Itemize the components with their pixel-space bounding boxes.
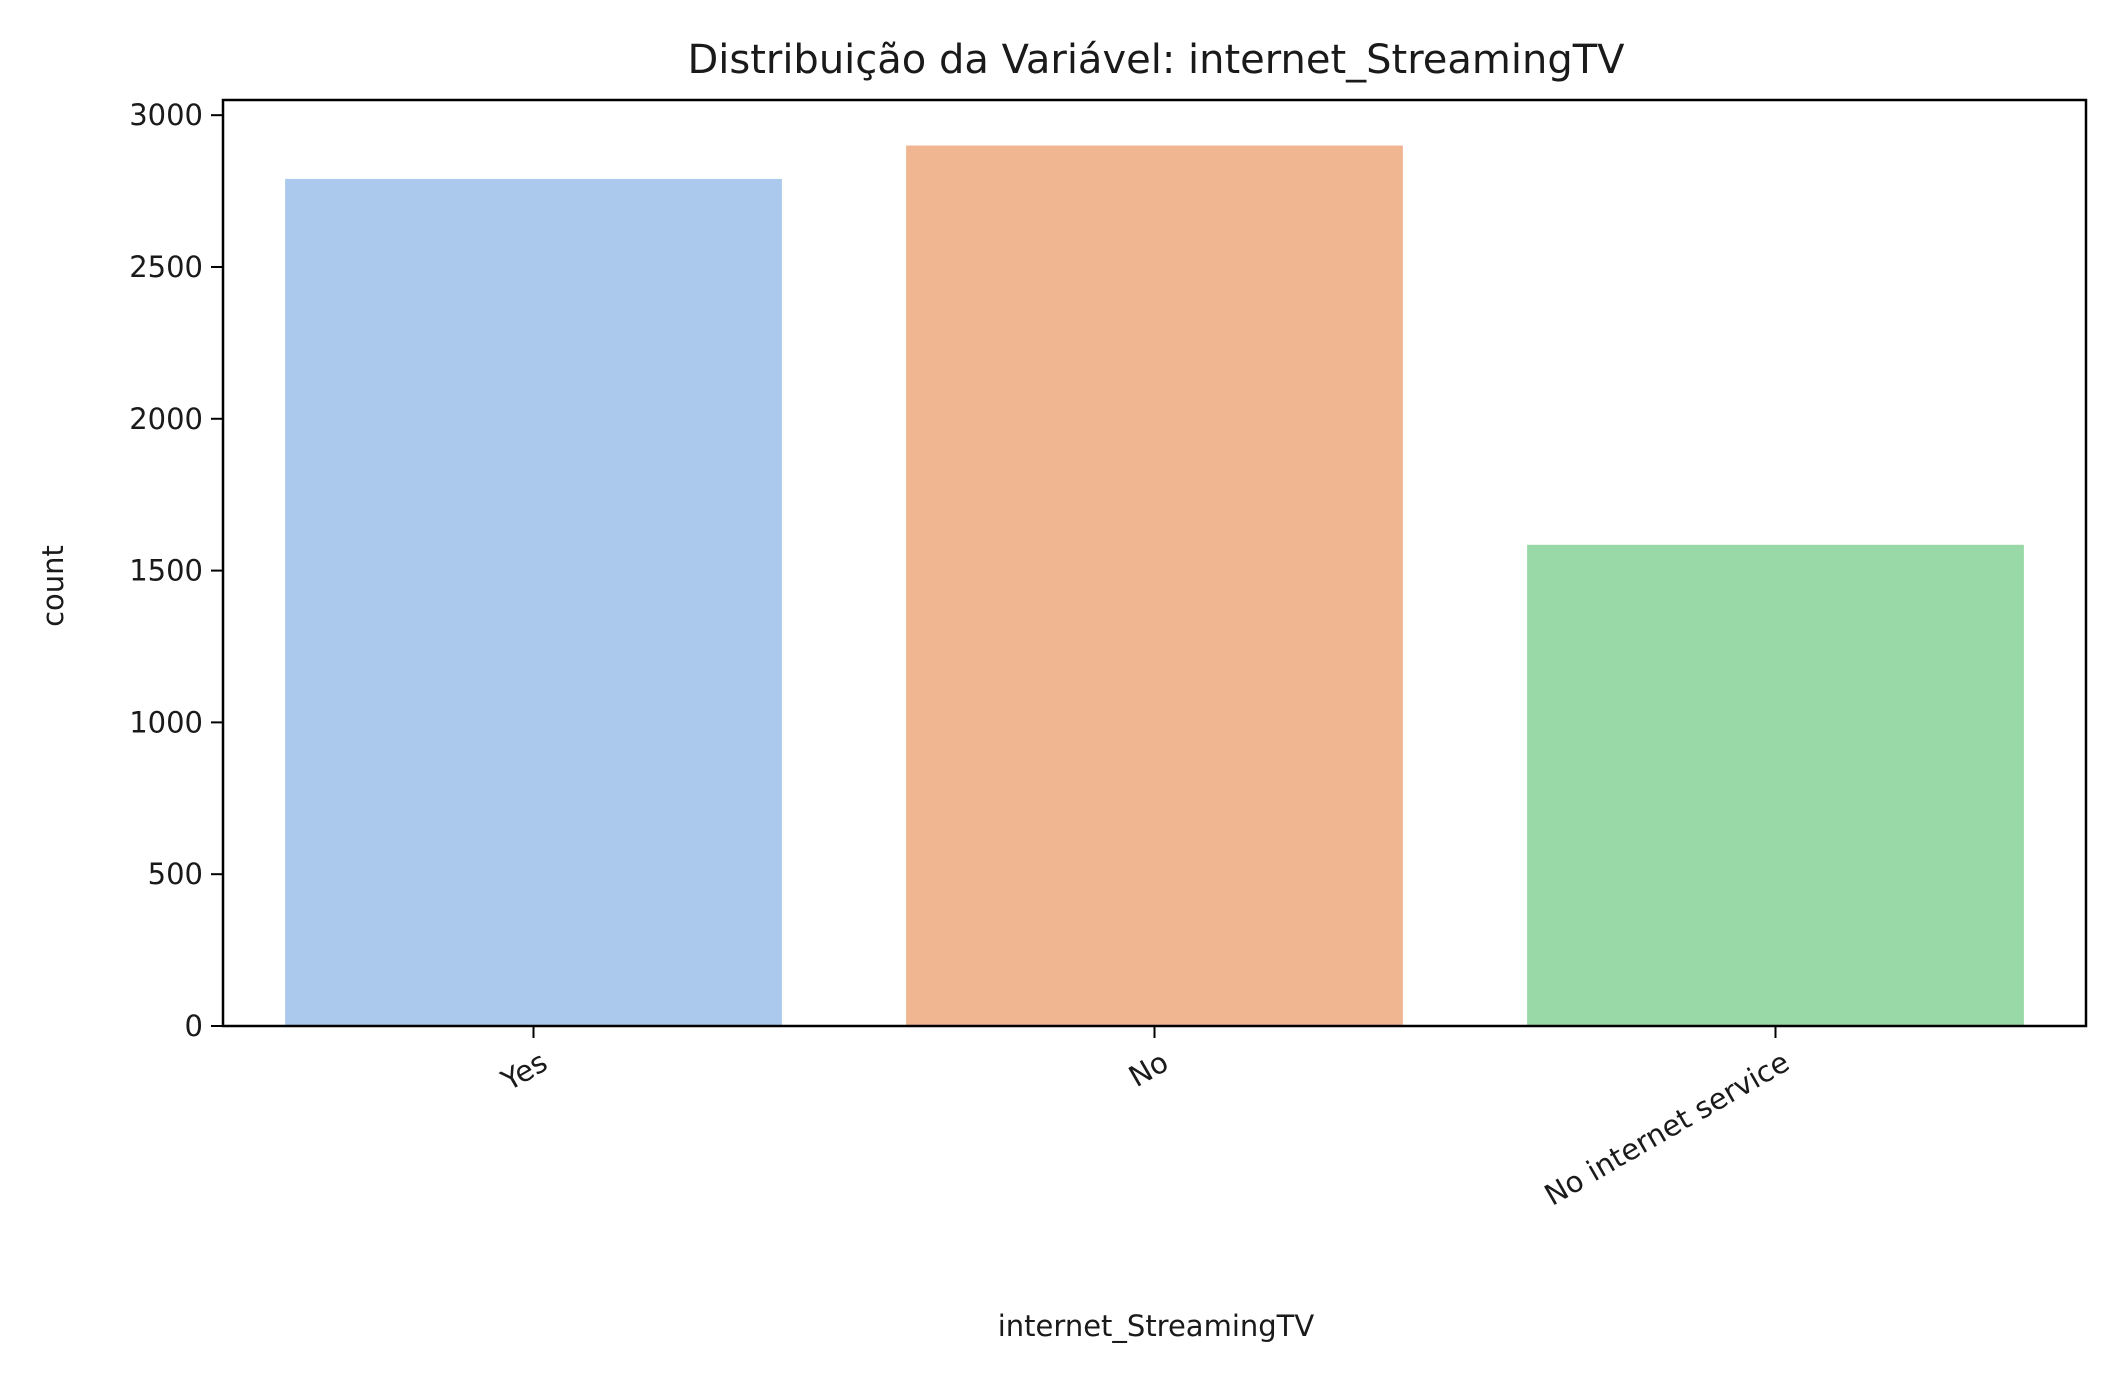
x-axis-label: internet_StreamingTV [998, 1309, 1315, 1343]
x-tick-label: No [1123, 1045, 1174, 1094]
y-tick-label: 2500 [129, 250, 203, 284]
y-tick-label: 500 [148, 857, 203, 891]
y-axis-label: count [36, 545, 70, 627]
y-tick-label: 0 [185, 1009, 203, 1043]
y-tick-label: 2000 [129, 402, 203, 436]
x-axis-ticks: Yes No No internet service [495, 1026, 1795, 1212]
bar-yes [285, 178, 782, 1027]
chart-title: Distribuição da Variável: internet_Strea… [687, 37, 1625, 83]
bar-no [906, 145, 1403, 1026]
plot-area-frame [221, 98, 2088, 1028]
x-tick-label: No internet service [1539, 1045, 1795, 1213]
y-axis-ticks: 0 500 1000 1500 2000 2500 3000 [129, 98, 223, 1043]
y-tick-label: 1500 [129, 554, 203, 588]
x-tick-label: Yes [495, 1045, 553, 1098]
bar-no-internet-service [1527, 544, 2024, 1026]
y-tick-label: 1000 [129, 705, 203, 739]
bars-group [285, 145, 2024, 1027]
y-tick-label: 3000 [129, 98, 203, 132]
